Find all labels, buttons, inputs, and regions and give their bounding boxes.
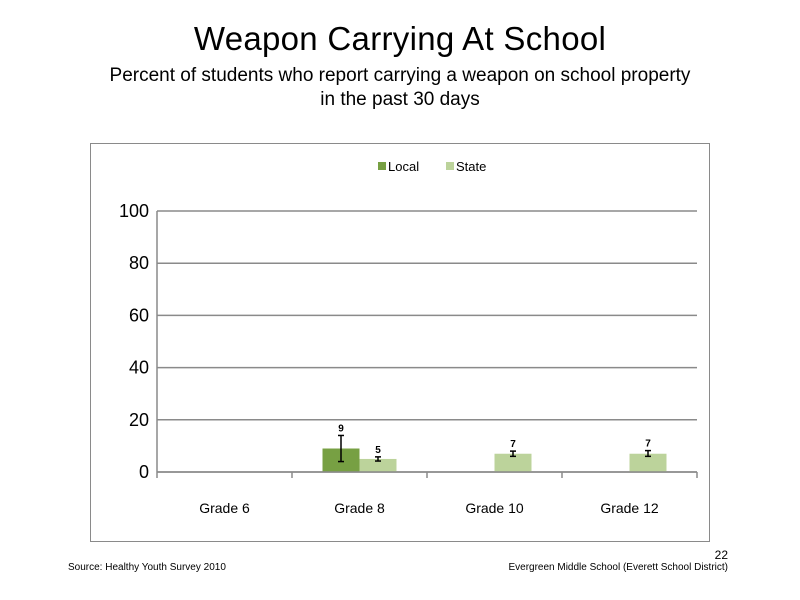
y-tick-label: 20 xyxy=(129,410,149,430)
school-name: Evergreen Middle School (Everett School … xyxy=(508,562,728,573)
data-label: 7 xyxy=(510,439,516,450)
page-subtitle: Percent of students who report carrying … xyxy=(109,65,691,110)
x-tick-label: Grade 12 xyxy=(600,500,659,516)
page-title: Weapon Carrying At School xyxy=(193,20,607,57)
y-tick-label: 80 xyxy=(129,253,149,273)
legend-label: Local xyxy=(388,159,419,174)
legend-swatch xyxy=(378,162,386,170)
y-tick-label: 0 xyxy=(139,462,149,482)
chart-frame: 0 20 40 60 80 100 Grade 6 Grade 8 Grade 10 Grade … xyxy=(90,143,710,542)
y-tick-label: 60 xyxy=(129,305,149,325)
y-tick-label: 40 xyxy=(129,358,149,378)
bar xyxy=(629,453,667,472)
y-tick-label: 100 xyxy=(119,201,149,221)
bar xyxy=(494,453,532,472)
legend-label: State xyxy=(456,159,486,174)
data-label: 7 xyxy=(645,439,651,450)
bar xyxy=(359,458,397,472)
data-label: 5 xyxy=(375,445,381,456)
data-label: 9 xyxy=(338,423,344,434)
legend-swatch xyxy=(446,162,454,170)
x-tick-label: Grade 10 xyxy=(465,500,524,516)
source-note: Source: Healthy Youth Survey 2010 xyxy=(68,562,226,573)
bar-chart: 0 20 40 60 80 100 Grade 6 Grade 8 Grade 10 Grade … xyxy=(119,159,698,516)
page-number: 22 xyxy=(714,548,728,562)
x-tick-label: Grade 6 xyxy=(199,500,250,516)
x-tick-label: Grade 8 xyxy=(334,500,385,516)
